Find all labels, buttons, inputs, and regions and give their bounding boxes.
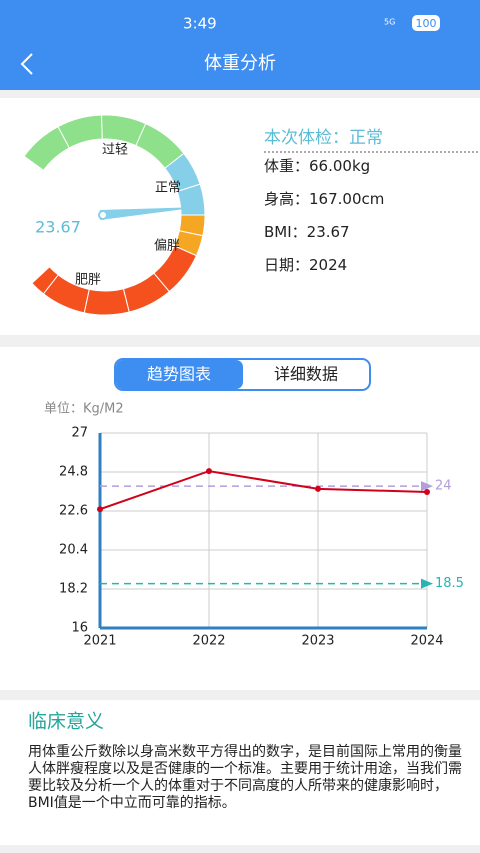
data-point xyxy=(206,468,212,475)
data-point xyxy=(97,506,103,513)
gauge-band xyxy=(31,266,59,295)
x-tick-label: 2022 xyxy=(192,634,225,649)
y-tick-label: 27 xyxy=(71,426,88,441)
status-time: 3:49 xyxy=(183,15,217,33)
y-tick-label: 24.8 xyxy=(59,465,88,480)
data-point xyxy=(315,485,321,492)
x-tick-label: 2023 xyxy=(301,634,334,649)
info-row: 日期：2024 xyxy=(264,256,348,274)
info-row: 体重：66.00kg xyxy=(264,157,371,175)
back-button[interactable] xyxy=(20,53,33,75)
exam-status: 本次体检：正常 xyxy=(264,128,383,148)
page-title: 体重分析 xyxy=(204,53,276,74)
gauge-label: 偏胖 xyxy=(154,239,180,254)
y-tick-label: 20.4 xyxy=(59,543,88,558)
tab-label[interactable]: 趋势图表 xyxy=(147,365,211,384)
battery-icon xyxy=(412,15,440,31)
y-tick-label: 18.2 xyxy=(59,582,88,597)
gauge-band xyxy=(83,288,130,316)
gauge-hub xyxy=(98,210,108,220)
clinical-text: 用体重公斤数除以身高米数平方得出的数字，是目前国际上常用的衡量人体胖瘦程度以及是… xyxy=(28,744,462,811)
y-tick-label: 16 xyxy=(71,621,88,636)
tab-active[interactable] xyxy=(116,360,243,389)
gauge-label: 过轻 xyxy=(102,143,128,158)
gauge-needle xyxy=(100,207,200,220)
unit-label: 单位：Kg/M2 xyxy=(44,402,124,417)
info-row: BMI：23.67 xyxy=(264,223,350,241)
gauge-label: 正常 xyxy=(155,181,181,196)
x-tick-label: 2021 xyxy=(83,634,116,649)
data-point xyxy=(424,489,430,496)
section-title: 临床意义 xyxy=(28,711,104,733)
clinical-card xyxy=(0,700,480,845)
chart-card xyxy=(0,347,480,690)
y-tick-label: 22.6 xyxy=(59,504,88,519)
x-tick-label: 2024 xyxy=(410,634,443,649)
status-network: 5G xyxy=(384,18,395,27)
tab-label[interactable]: 详细数据 xyxy=(274,365,338,384)
reference-label: 24 xyxy=(435,479,452,494)
header-bar xyxy=(0,0,480,90)
gauge-label: 肥胖 xyxy=(75,273,101,288)
gauge-value: 23.67 xyxy=(35,218,81,237)
reference-label: 18.5 xyxy=(435,576,464,591)
battery-level: 100 xyxy=(416,17,437,30)
reference-arrow xyxy=(421,578,433,589)
series-line xyxy=(99,470,428,511)
info-row: 身高：167.00cm xyxy=(264,190,385,208)
reference-arrow xyxy=(421,481,433,492)
